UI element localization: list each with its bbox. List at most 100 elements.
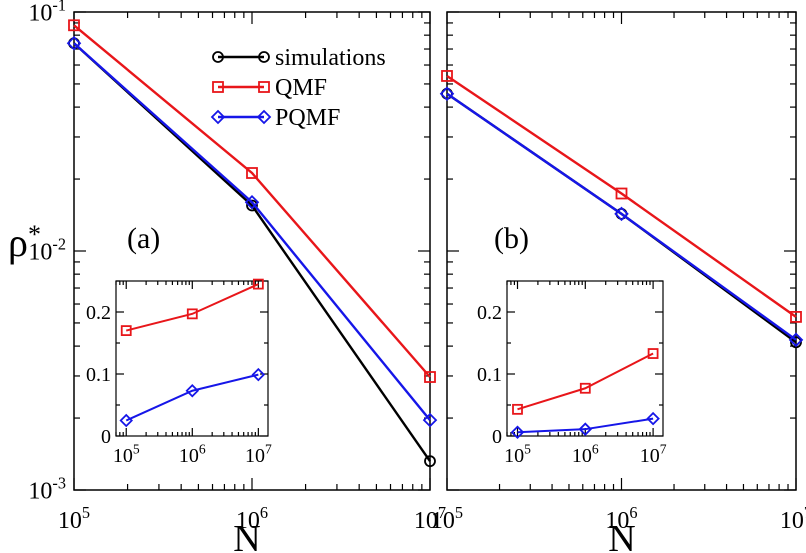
- data-point-simulations: [790, 336, 802, 349]
- x-tick-label: 106: [179, 442, 206, 467]
- x-tick-label: 105: [504, 442, 531, 467]
- x-tick-label-base: 10: [605, 508, 629, 534]
- x-tick-label-exp: 7: [265, 442, 272, 457]
- x-tick-label-base: 10: [431, 508, 455, 534]
- data-point-QMF: [246, 167, 258, 179]
- data-point-PQMF: [251, 367, 266, 382]
- legend-marker: [256, 109, 272, 125]
- data-point-PQMF: [646, 411, 660, 426]
- data-point-QMF: [441, 70, 453, 82]
- data-point-PQMF: [119, 413, 134, 428]
- series-line-PQMF: [125, 373, 259, 422]
- legend-label: simulations: [275, 45, 386, 71]
- x-tick-label: 105: [58, 503, 90, 534]
- data-point-PQMF: [439, 86, 455, 102]
- data-point-QMF: [579, 382, 591, 394]
- x-tick-label: 105: [113, 442, 140, 467]
- y-tick-label: 0.2: [86, 302, 111, 324]
- data-point-PQMF: [244, 194, 260, 210]
- y-axis-label: ρ*: [8, 220, 41, 265]
- x-tick-label-exp: 6: [199, 442, 206, 457]
- data-point-PQMF: [788, 332, 804, 348]
- legend-marker: [258, 81, 270, 93]
- legend-marker: [258, 51, 270, 63]
- data-point-PQMF: [66, 35, 82, 51]
- legend-item-PQMF: PQMF: [210, 105, 340, 131]
- series-line-QMF: [517, 352, 654, 411]
- data-point-QMF: [252, 278, 264, 290]
- y-tick-label: 0.1: [86, 364, 111, 386]
- series-line-PQMF: [517, 417, 654, 434]
- y-tick-label: 10-1: [28, 0, 66, 26]
- series-line-QMF: [446, 74, 797, 318]
- y-tick-label: 0: [492, 426, 502, 448]
- data-point-QMF: [68, 19, 80, 32]
- x-tick-label-base: 10: [414, 508, 438, 534]
- x-tick-label: 107: [640, 442, 667, 467]
- x-tick-label-exp: 5: [455, 503, 463, 522]
- x-tick-label-base: 10: [640, 445, 660, 467]
- data-point-QMF: [512, 403, 523, 415]
- series-line-QMF: [73, 24, 431, 378]
- y-tick-label-exp: -2: [52, 234, 66, 253]
- legend-label: QMF: [275, 75, 327, 101]
- plot-frame: [115, 280, 269, 437]
- y-tick-label: 0: [101, 426, 111, 448]
- x-tick-label-base: 10: [236, 508, 260, 534]
- y-tick-label: 10-2: [28, 234, 66, 265]
- y-tick-label-base: 10: [28, 239, 52, 265]
- data-point-simulations: [424, 455, 436, 468]
- y-tick-label-base: 10: [28, 478, 52, 504]
- data-point-QMF: [615, 187, 628, 200]
- x-tick-label: 105: [431, 503, 463, 534]
- y-tick-label-exp: -3: [52, 473, 66, 492]
- x-tick-label-exp: 6: [629, 503, 637, 522]
- plot-frame: [506, 280, 664, 437]
- x-tick-label-exp: 5: [133, 442, 140, 457]
- y-tick-label-base: 10: [28, 0, 52, 26]
- data-point-QMF: [424, 371, 436, 383]
- x-tick-label-base: 10: [572, 445, 592, 467]
- x-tick-label-base: 10: [58, 508, 82, 534]
- x-tick-label-base: 10: [113, 445, 133, 467]
- x-tick-label: 106: [605, 503, 637, 534]
- legend-marker: [210, 109, 226, 125]
- data-point-PQMF: [578, 422, 593, 436]
- y-tick-label: 10-3: [28, 473, 66, 504]
- x-tick-label-exp: 7: [660, 442, 667, 457]
- legend-marker: [212, 51, 224, 63]
- x-tick-label-base: 10: [179, 445, 199, 467]
- data-point-PQMF: [185, 383, 200, 398]
- data-point-QMF: [120, 325, 132, 337]
- x-tick-label: 106: [236, 503, 268, 534]
- x-tick-label-base: 10: [504, 445, 524, 467]
- x-tick-label-exp: 7: [438, 503, 446, 522]
- x-tick-label-base: 10: [780, 508, 804, 534]
- data-point-PQMF: [422, 412, 438, 428]
- y-tick-label: 0.2: [477, 302, 502, 324]
- data-point-QMF: [790, 310, 802, 323]
- panel-label: (a): [127, 222, 160, 255]
- legend-item-QMF: QMF: [212, 75, 327, 101]
- legend-item-simulations: simulations: [212, 45, 386, 71]
- x-tick-label: 107: [245, 442, 272, 467]
- legend-label: PQMF: [275, 105, 340, 131]
- legend: simulations QMF PQMF: [210, 45, 386, 131]
- data-point-simulations: [246, 199, 258, 212]
- data-point-QMF: [647, 348, 659, 359]
- x-tick-label-exp: 5: [82, 503, 90, 522]
- x-tick-label-base: 10: [245, 445, 265, 467]
- x-axis-label-a: N: [233, 518, 260, 553]
- y-tick-label-exp: -1: [52, 0, 66, 14]
- x-tick-label-exp: 7: [804, 503, 806, 522]
- series-line-QMF: [125, 283, 259, 332]
- data-point-PQMF: [510, 425, 525, 440]
- series-line-PQMF: [73, 42, 431, 421]
- x-tick-label: 107: [780, 503, 806, 534]
- series-line-PQMF: [446, 92, 797, 341]
